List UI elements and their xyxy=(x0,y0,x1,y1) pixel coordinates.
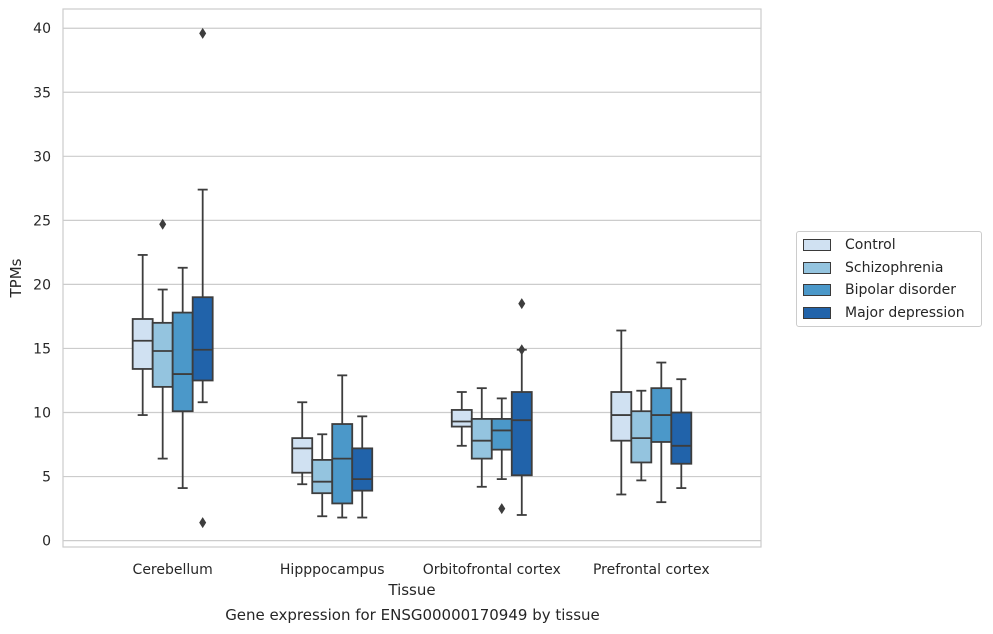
y-tick-label: 5 xyxy=(42,470,51,486)
y-axis-label: TPMs xyxy=(7,258,25,298)
legend-item: Schizophrenia xyxy=(803,258,943,278)
plot-frame xyxy=(62,8,762,548)
outlier-point xyxy=(518,344,526,356)
box-3-2 xyxy=(650,361,673,504)
box-0-3 xyxy=(191,27,214,529)
box-3-3 xyxy=(670,378,693,489)
x-axis-label: Tissue xyxy=(387,581,435,599)
box-0-1 xyxy=(151,218,174,460)
chart-caption: Gene expression for ENSG00000170949 by t… xyxy=(225,606,600,624)
x-tick-label: Prefrontal cortex xyxy=(593,562,710,578)
x-tick-label: Orbitofrontal cortex xyxy=(423,562,561,578)
box-2-3 xyxy=(510,298,533,516)
box-2-2 xyxy=(490,397,513,515)
outlier-point xyxy=(199,27,207,39)
box-body xyxy=(131,318,154,370)
outlier-point xyxy=(159,218,167,230)
box-2-1 xyxy=(470,387,493,488)
legend-swatch xyxy=(803,306,831,319)
box-body xyxy=(171,311,194,413)
box-body xyxy=(670,411,693,465)
box-body xyxy=(490,418,513,451)
box-body xyxy=(311,458,334,495)
legend-item: Major depression xyxy=(803,303,965,323)
y-tick-label: 40 xyxy=(33,21,51,37)
box-body xyxy=(331,423,354,505)
y-tick-label: 25 xyxy=(33,213,51,229)
legend-swatch xyxy=(803,261,831,274)
y-tick-label: 35 xyxy=(33,85,51,101)
box-2-0 xyxy=(450,391,473,447)
box-body xyxy=(191,296,214,382)
outlier-point xyxy=(518,298,526,310)
y-tick-label: 15 xyxy=(33,341,51,357)
y-tick-label: 0 xyxy=(42,534,51,550)
box-body xyxy=(450,409,473,428)
box-body xyxy=(291,437,314,474)
legend-label: Schizophrenia xyxy=(845,259,944,276)
box-0-0 xyxy=(131,254,154,416)
y-tick-labels: 0 5 10 15 20 25 30 35 40 xyxy=(33,21,51,549)
box-body xyxy=(610,391,633,442)
outlier-point xyxy=(498,503,506,515)
box-0-2 xyxy=(171,266,194,489)
box-body xyxy=(630,410,653,464)
legend-label: Major depression xyxy=(845,304,965,321)
outlier-point xyxy=(199,517,207,529)
box-3-0 xyxy=(610,329,633,496)
boxes xyxy=(131,27,693,529)
box-1-1 xyxy=(311,433,334,518)
y-tick-label: 20 xyxy=(33,277,51,293)
x-tick-label: Cerebellum xyxy=(133,562,213,578)
box-1-0 xyxy=(291,401,314,486)
box-body xyxy=(510,391,533,477)
x-tick-label: Hipppocampus xyxy=(280,562,385,578)
x-tick-labels: Cerebellum Hipppocampus Orbitofrontal cort… xyxy=(133,562,710,578)
legend-swatch xyxy=(803,239,831,251)
gridlines xyxy=(63,27,761,542)
box-1-2 xyxy=(331,374,354,519)
box-3-1 xyxy=(630,389,653,482)
legend-label: Bipolar disorder xyxy=(845,282,957,298)
y-tick-label: 10 xyxy=(33,406,51,422)
box-body xyxy=(151,321,174,388)
box-body xyxy=(470,418,493,460)
legend-item: Bipolar disorder xyxy=(803,280,956,300)
legend-swatch xyxy=(803,284,831,296)
box-body xyxy=(351,447,374,492)
y-tick-label: 30 xyxy=(33,149,51,165)
legend-item: Control xyxy=(803,235,896,255)
legend: Control Schizophrenia Bipolar disorder Majo… xyxy=(796,231,982,327)
box-1-3 xyxy=(351,415,374,519)
legend-label: Control xyxy=(845,237,896,253)
